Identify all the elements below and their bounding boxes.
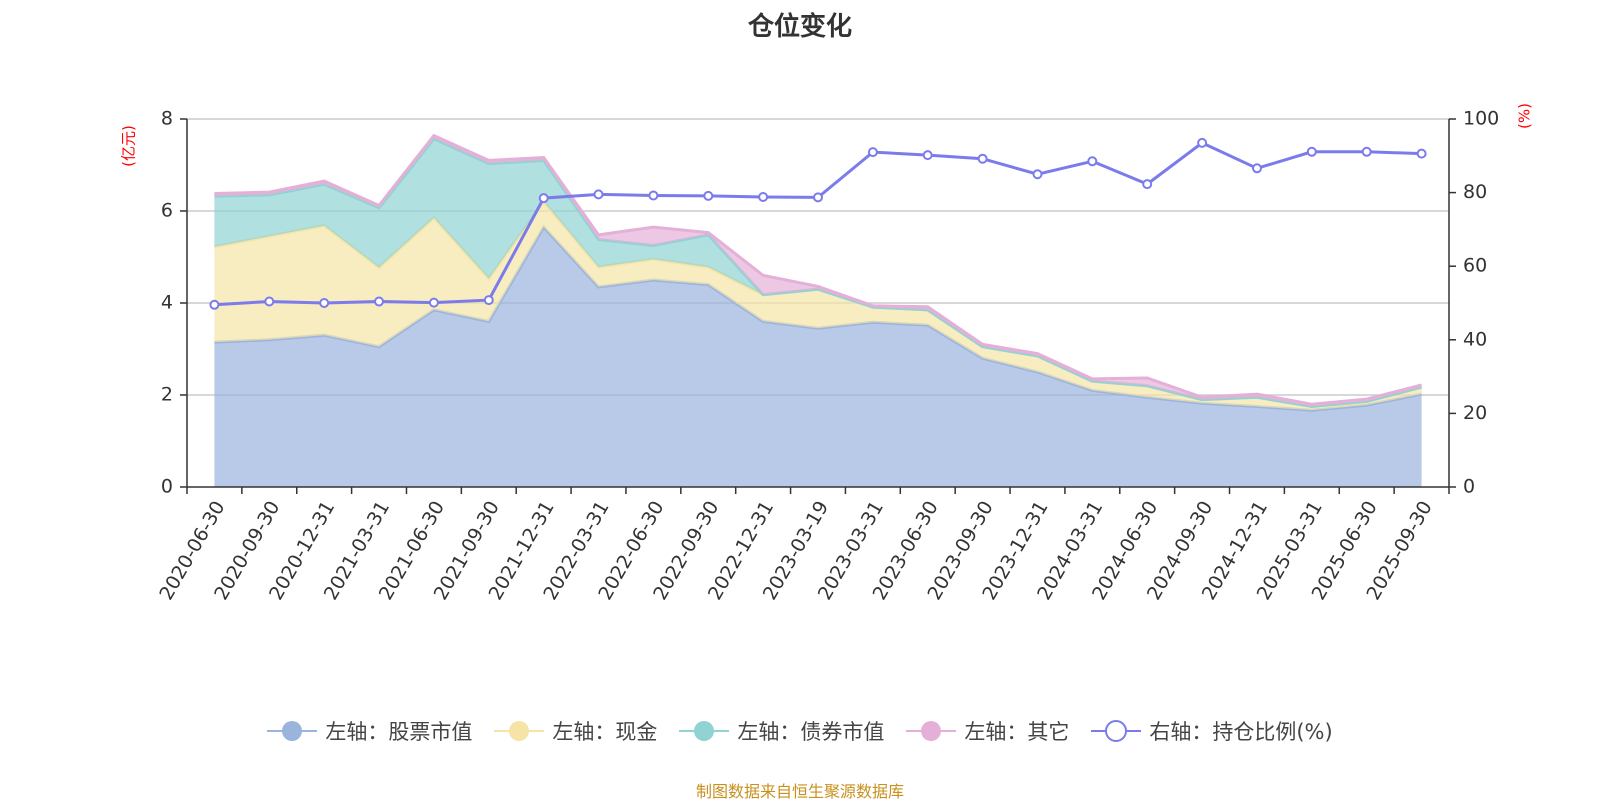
- legend-label: 左轴：其它: [964, 720, 1070, 744]
- ratio-point: [483, 295, 494, 306]
- ratio-point: [374, 296, 384, 307]
- ratio-point: [703, 190, 714, 201]
- right-axis-tick-label: 40: [1463, 328, 1487, 350]
- legend-symbol: [494, 721, 545, 741]
- ratio-point: [593, 189, 604, 200]
- legend-item[interactable]: 左轴：债券市值: [679, 716, 884, 746]
- ratio-point: [209, 299, 220, 310]
- right-axis-tick-label: 100: [1463, 108, 1499, 130]
- ratio-point: [813, 192, 823, 203]
- legend-item[interactable]: 右轴：持仓比例(%): [1091, 716, 1333, 746]
- legend: 左轴：股票市值 左轴：现金 左轴：债券市值 左轴：其它 右轴：持仓比例(%): [0, 716, 1600, 746]
- legend-symbol: [906, 721, 957, 741]
- ratio-point: [264, 296, 275, 307]
- right-axis-tick-label: 0: [1463, 476, 1475, 498]
- left-axis-tick-label: 4: [161, 292, 173, 314]
- ratio-point: [648, 190, 659, 201]
- legend-label: 右轴：持仓比例(%): [1149, 720, 1333, 744]
- right-axis-label: (%): [1516, 103, 1534, 129]
- ratio-point: [867, 147, 878, 158]
- left-axis-tick-label: 8: [161, 108, 173, 130]
- source-note: 制图数据来自恒生聚源数据库: [695, 782, 904, 801]
- legend-symbol: [267, 721, 318, 741]
- ratio-point: [1361, 146, 1372, 157]
- ratio-point: [977, 153, 988, 164]
- ratio-point: [1032, 169, 1043, 180]
- legend-item[interactable]: 左轴：其它: [906, 716, 1069, 746]
- stacked-areas: [214, 133, 1422, 487]
- right-axis-tick-label: 20: [1463, 402, 1487, 424]
- ratio-point: [1197, 137, 1208, 148]
- right-axis-tick-label: 80: [1463, 181, 1487, 203]
- ratio-point: [1252, 163, 1262, 174]
- legend-symbol: [1091, 720, 1142, 742]
- legend-marker: [694, 721, 715, 741]
- right-axis-tick-label: 60: [1463, 255, 1487, 277]
- ratio-point: [1142, 179, 1153, 190]
- legend-label: 左轴：现金: [552, 720, 658, 744]
- ratio-point: [1416, 148, 1427, 159]
- ratio-point: [1087, 156, 1098, 167]
- area-series-1: [214, 201, 1422, 411]
- ratio-point: [922, 150, 933, 161]
- legend-marker: [921, 721, 942, 741]
- area-series-2: [214, 138, 1422, 407]
- ratio-point: [319, 298, 330, 308]
- legend-marker: [1105, 720, 1128, 742]
- legend-item[interactable]: 左轴：现金: [494, 716, 657, 746]
- left-axis-tick-label: 0: [161, 476, 173, 498]
- legend-marker: [282, 721, 303, 741]
- area-edge-3: [214, 133, 1422, 406]
- left-axis-tick-label: 6: [161, 200, 173, 222]
- chart-title: 仓位变化: [747, 12, 852, 42]
- legend-item[interactable]: 左轴：股票市值: [267, 716, 472, 746]
- ratio-point: [758, 192, 769, 202]
- ratio-point: [538, 193, 549, 204]
- ratio-point: [1306, 146, 1317, 157]
- ratio-line-layer: [209, 137, 1427, 310]
- legend-marker: [509, 721, 530, 741]
- legend-label: 左轴：债券市值: [737, 720, 885, 744]
- area-series-0: [214, 227, 1422, 487]
- legend-symbol: [679, 721, 730, 741]
- ratio-point: [428, 297, 439, 308]
- legend-label: 左轴：股票市值: [325, 720, 473, 744]
- left-axis-label: (亿元): [120, 125, 138, 167]
- left-axis-tick-label: 2: [161, 384, 173, 406]
